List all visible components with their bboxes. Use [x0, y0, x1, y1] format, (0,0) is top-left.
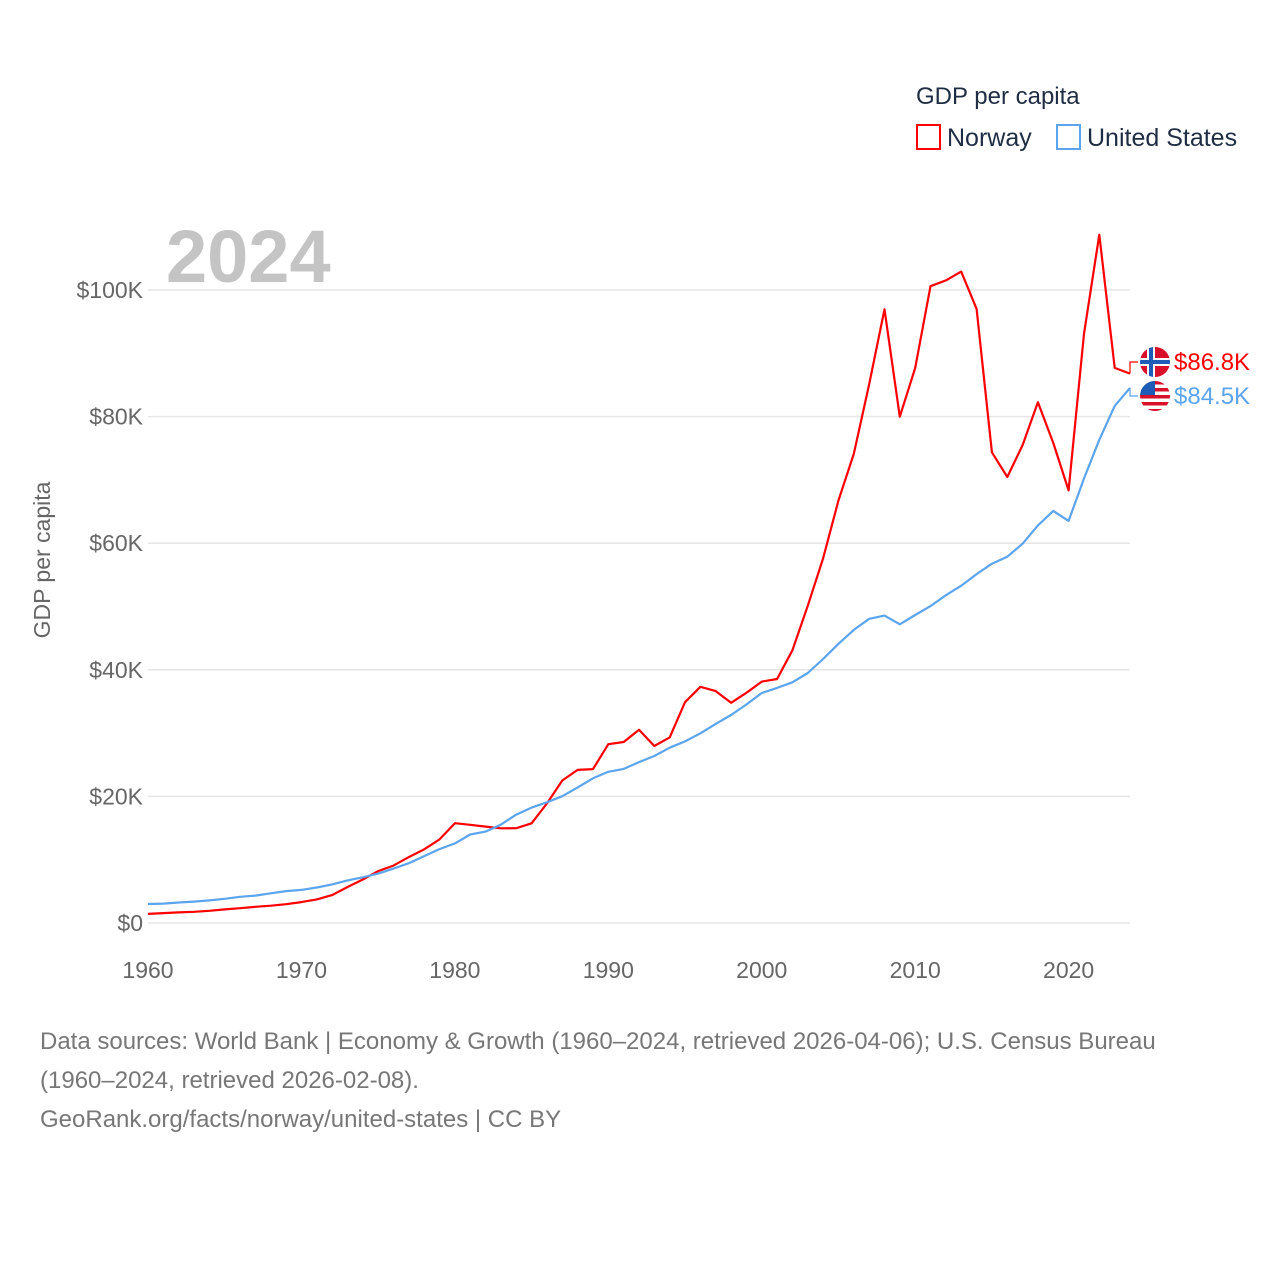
y-axis-label: GDP per capita	[29, 481, 55, 638]
legend-item-united-states[interactable]: United States	[1056, 124, 1237, 152]
series-line-norway	[147, 233, 1131, 915]
end-label-connector	[1129, 387, 1138, 397]
end-label-connector	[1129, 361, 1138, 374]
y-tick-label: $100K	[76, 277, 143, 303]
legend-swatch-norway	[916, 124, 941, 150]
x-tick-label: 1980	[429, 957, 480, 983]
y-tick-label: $60K	[89, 530, 143, 556]
x-tick-label: 2000	[736, 957, 787, 983]
x-tick-label: 2020	[1043, 957, 1094, 983]
footer-line-2: (1960–2024, retrieved 2026-02-08).	[40, 1067, 419, 1094]
legend-label-norway: Norway	[947, 124, 1032, 152]
end-label-norway: $86.8K	[1174, 349, 1250, 376]
x-tick-label: 1970	[276, 957, 327, 983]
us-flag-icon	[1140, 381, 1170, 411]
y-tick-label: $0	[117, 910, 143, 936]
year-label: 2024	[166, 215, 331, 298]
y-tick-label: $40K	[89, 657, 143, 683]
y-axis-ticks: $0 $20K $40K $60K $80K $100K	[76, 277, 143, 936]
legend-label-united-states: United States	[1087, 124, 1237, 152]
y-tick-label: $20K	[89, 783, 143, 809]
footer-attribution[interactable]: GeoRank.org/facts/norway/united-states |…	[40, 1106, 562, 1133]
legend-swatch-united-states	[1056, 124, 1081, 150]
x-tick-label: 1990	[583, 957, 634, 983]
footer-sources: Data sources: World Bank | Economy & Gro…	[40, 1022, 1240, 1139]
x-tick-label: 2010	[890, 957, 941, 983]
series-lines	[147, 233, 1138, 915]
norway-flag-icon	[1140, 347, 1170, 377]
legend-title: GDP per capita	[916, 83, 1080, 110]
end-label-united-states: $84.5K	[1174, 383, 1250, 410]
x-axis-ticks: 1960 1970 1980 1990 2000 2010 2020	[122, 957, 1094, 983]
x-tick-label: 1960	[122, 957, 173, 983]
legend-item-norway[interactable]: Norway	[916, 124, 1032, 152]
y-tick-label: $80K	[89, 404, 143, 430]
footer-line-1: Data sources: World Bank | Economy & Gro…	[40, 1028, 1156, 1055]
gridlines	[148, 289, 1130, 924]
series-line-united-states	[147, 387, 1131, 906]
